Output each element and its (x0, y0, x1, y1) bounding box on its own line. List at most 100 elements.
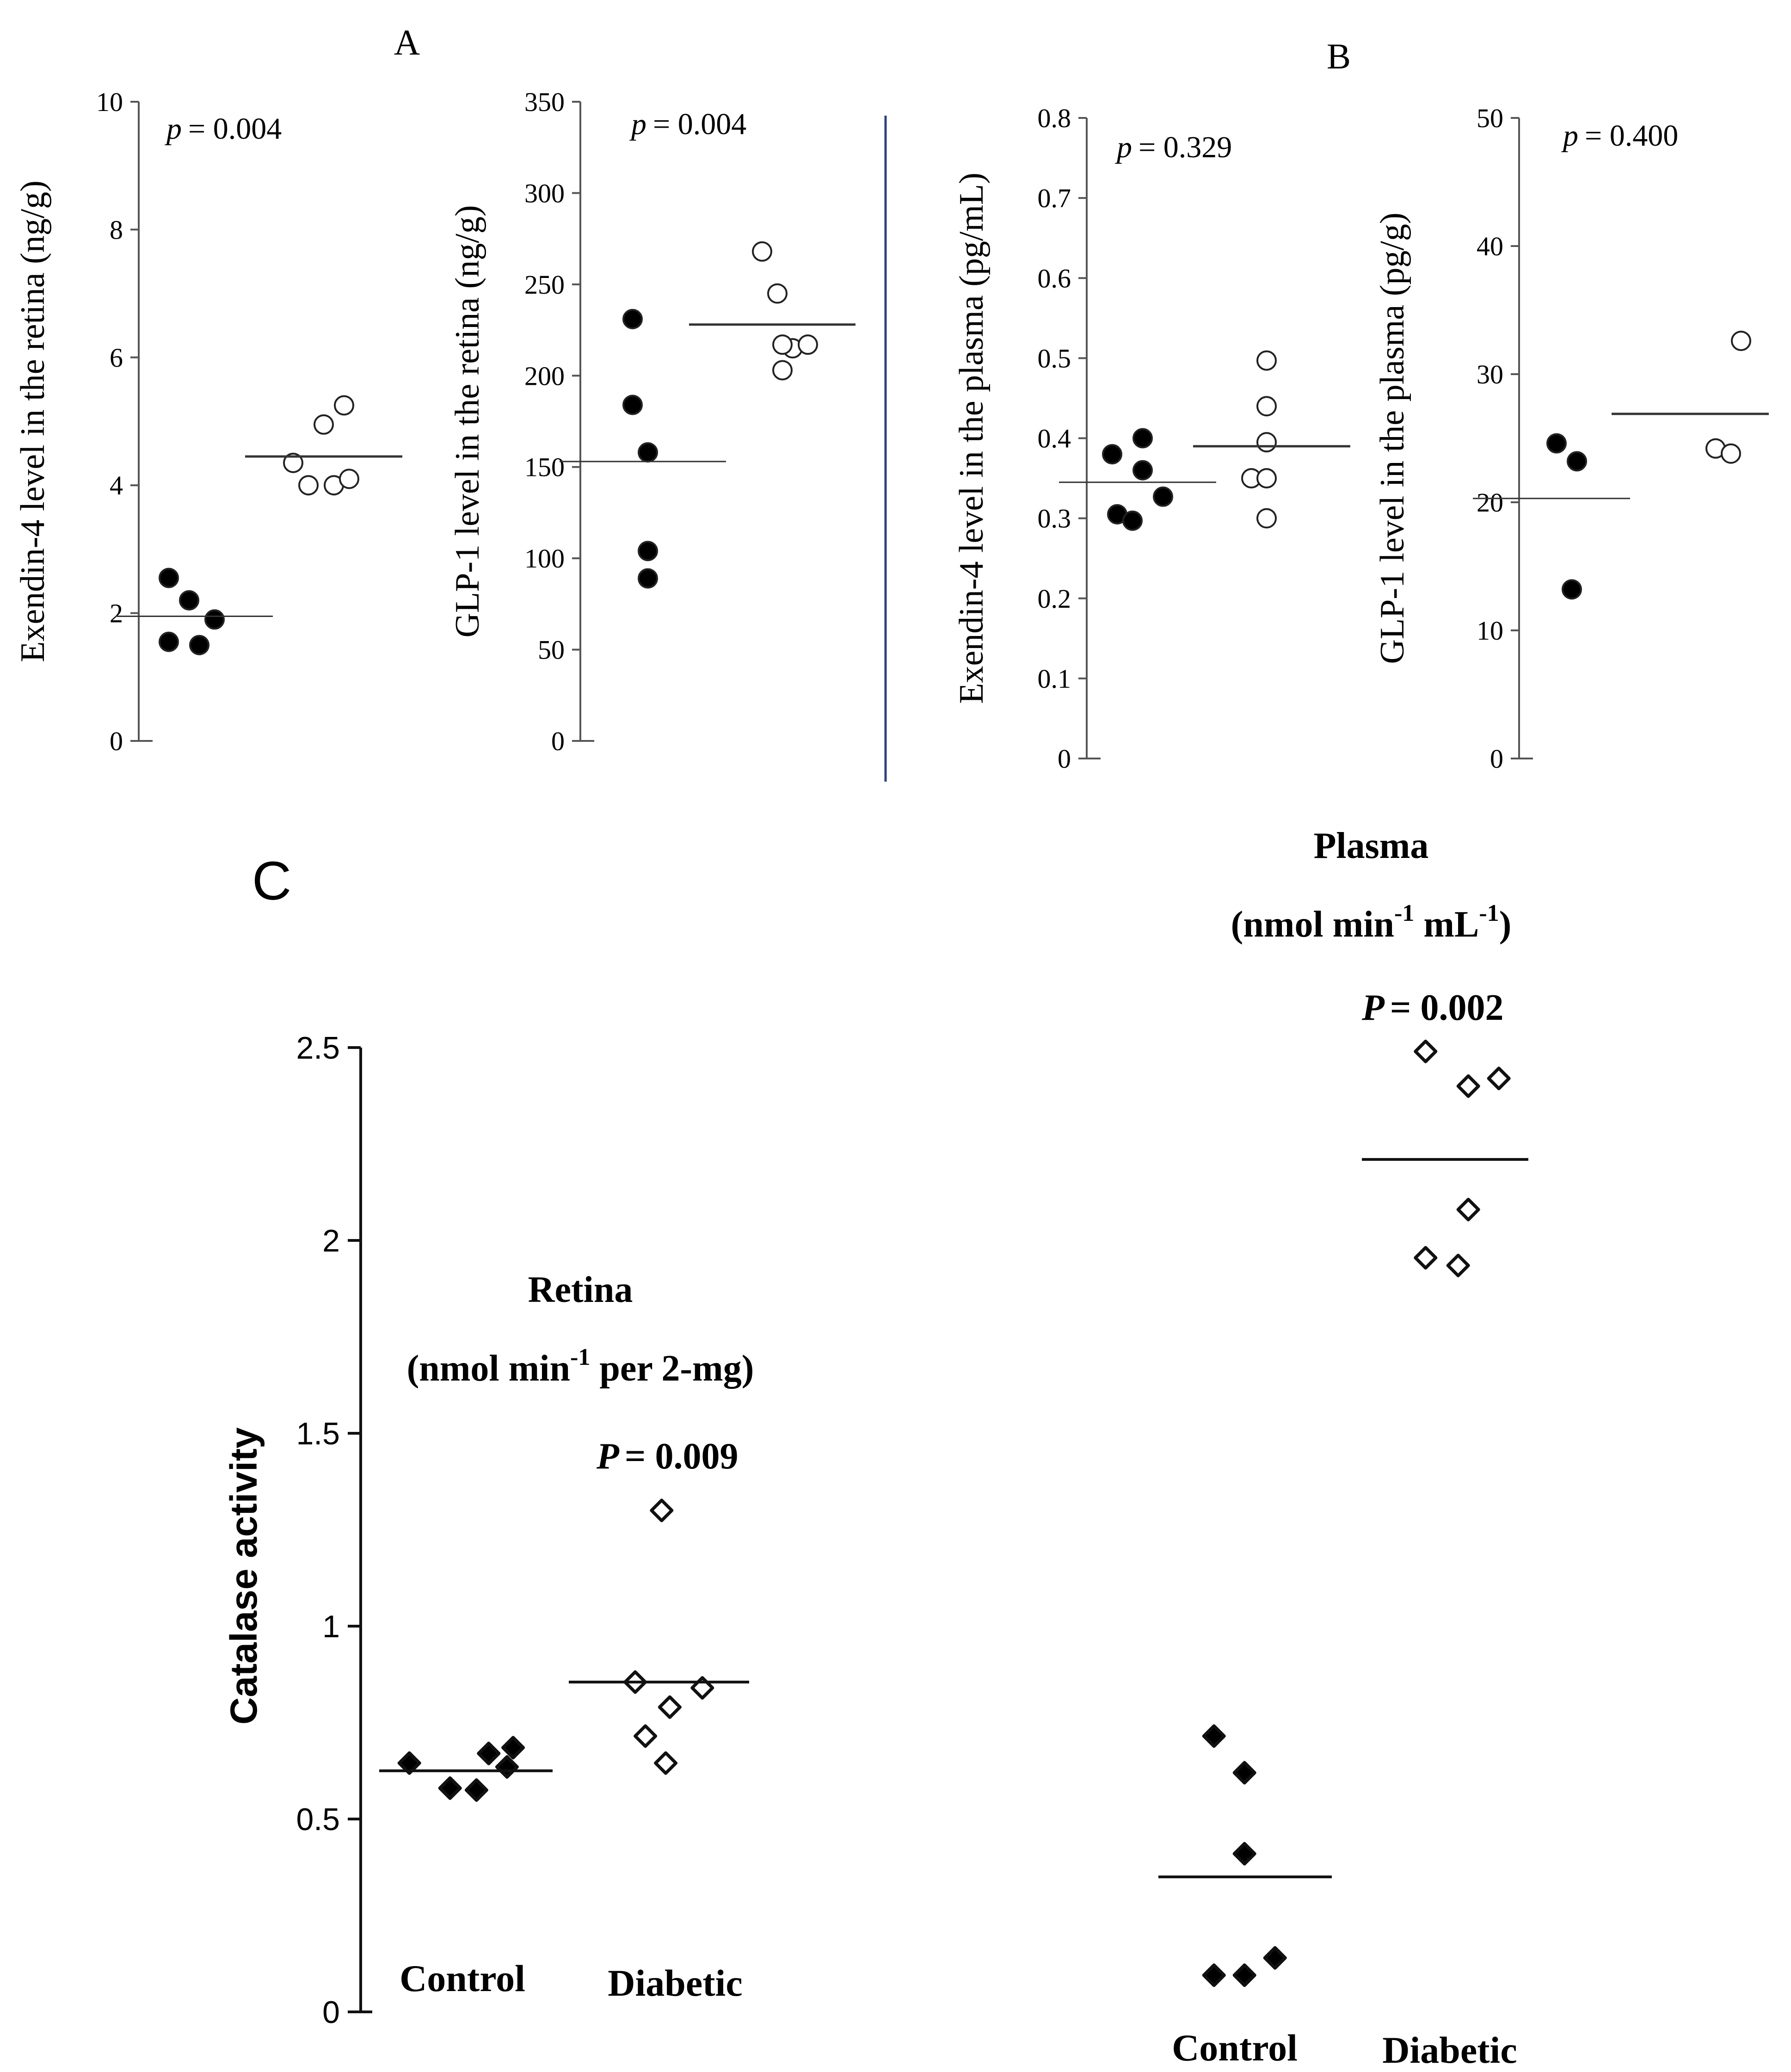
y-tick-label: 0 (1058, 744, 1071, 774)
panel-c-catalase-activity: 0 0.5 1 1.5 2 2.5 Catalase activity Retina (nmol… (223, 826, 1528, 2071)
panel-a-exendin4-retina: 0 2 4 6 8 10 Exendin-4 level in the retina (ng… (14, 87, 402, 756)
y-tick-label: 0.2 (1038, 584, 1071, 614)
data-point-control (1567, 451, 1587, 472)
y-tick-label: 0.5 (1038, 343, 1071, 373)
unit-text: mL (1414, 904, 1479, 945)
data-point-diabetic (767, 283, 788, 304)
data-point-retina-control (438, 1776, 462, 1800)
panel-label-b: B (1327, 36, 1351, 76)
unit-text: (nmol min (1231, 904, 1394, 945)
data-point-diabetic (772, 334, 793, 355)
data-point-retina-diabetic (650, 1498, 674, 1523)
p-value-annotation-plasma: P = 0.002 (1361, 987, 1503, 1028)
data-point-diabetic (798, 334, 818, 355)
p-value: = 0.400 (1585, 119, 1678, 153)
data-point-retina-control (397, 1751, 421, 1775)
y-tick-label: 0 (1490, 744, 1503, 774)
panel-label-c: C (252, 851, 291, 912)
y-tick-label: 0.5 (296, 1802, 340, 1837)
data-point-control (1132, 428, 1153, 449)
data-point-plasma-diabetic (1446, 1253, 1470, 1277)
p-symbol: p (1115, 130, 1132, 164)
category-label-control: Control (400, 1957, 525, 1999)
data-point-diabetic (752, 241, 772, 262)
data-point-diabetic (298, 475, 319, 496)
y-tick-label: 50 (1477, 103, 1503, 133)
p-value-annotation-retina: P = 0.009 (596, 1436, 738, 1477)
data-point-control (1132, 460, 1153, 481)
data-point-diabetic (772, 360, 793, 381)
data-point-diabetic (334, 395, 354, 416)
data-point-control (159, 631, 179, 652)
p-symbol: P (1361, 987, 1385, 1028)
data-point-retina-control (477, 1741, 501, 1765)
data-point-diabetic (1256, 432, 1277, 453)
y-tick-label: 0.4 (1038, 424, 1071, 454)
y-tick-label: 50 (538, 635, 565, 665)
y-tick-label: 6 (110, 343, 123, 373)
y-tick-label: 1 (322, 1609, 340, 1644)
y-tick-label: 350 (524, 87, 565, 117)
y-tick-label: 8 (110, 215, 123, 245)
category-label-diabetic: Diabetic (1382, 2029, 1517, 2071)
data-point-plasma-control (1232, 1761, 1256, 1785)
data-point-control (638, 541, 658, 561)
y-tick-label: 2 (322, 1223, 340, 1258)
data-point-diabetic (1721, 443, 1741, 464)
data-point-diabetic (339, 469, 359, 489)
panel-b-glp1-plasma: 0 10 20 30 40 50 GLP-1 level in the plasma (pg… (1373, 103, 1769, 774)
p-symbol: p (1561, 119, 1578, 153)
y-tick-label: 150 (524, 452, 565, 482)
data-point-diabetic (314, 414, 334, 435)
data-point-control (622, 308, 643, 329)
data-point-plasma-control (1202, 1963, 1226, 1987)
data-point-control (1562, 579, 1582, 600)
y-tick-label: 250 (524, 270, 565, 300)
category-label-control: Control (1172, 2027, 1298, 2069)
data-point-retina-control (501, 1736, 525, 1760)
y-tick-label: 0 (322, 1995, 340, 2030)
unit-superscript: -1 (1479, 900, 1499, 926)
data-point-plasma-diabetic (1414, 1246, 1438, 1270)
unit-text: (nmol min (407, 1348, 570, 1389)
data-point-control (159, 567, 179, 588)
y-axis-label: Exendin-4 level in the plasma (pg/mL) (953, 173, 991, 704)
group-unit-plasma: (nmol min-1 mL-1) (1231, 900, 1512, 945)
data-point-plasma-control (1232, 1963, 1256, 1987)
data-point-plasma-diabetic (1456, 1197, 1480, 1221)
data-point-diabetic (283, 452, 303, 473)
y-axis-label: Exendin-4 level in the retina (ng/g) (14, 180, 52, 662)
group-title-retina: Retina (528, 1270, 633, 1310)
data-point-plasma-diabetic (1456, 1074, 1480, 1098)
data-point-plasma-diabetic (1414, 1039, 1438, 1063)
data-point-retina-diabetic (654, 1751, 678, 1775)
y-tick-label: 0 (110, 726, 123, 756)
panel-b-exendin4-plasma: 0 0.1 0.2 0.3 0.4 0.5 0.6 0.7 0.8 Exendin-4 level… (953, 103, 1350, 774)
y-tick-label: 2 (110, 598, 123, 629)
y-tick-label: 300 (524, 178, 565, 208)
y-tick-label: 0.6 (1038, 263, 1071, 293)
data-point-plasma-control (1263, 1946, 1287, 1970)
data-point-control (179, 590, 199, 610)
data-point-control (1153, 486, 1173, 507)
data-point-diabetic (1731, 330, 1751, 351)
data-point-control (1546, 433, 1567, 454)
p-value: = 0.004 (188, 112, 282, 146)
data-point-control (189, 635, 209, 655)
category-label-diabetic: Diabetic (608, 1962, 742, 2004)
p-symbol: p (165, 112, 182, 146)
p-value: = 0.329 (1139, 130, 1232, 164)
data-point-control (1102, 444, 1122, 465)
p-value-annotation: p = 0.329 (1115, 130, 1232, 164)
y-tick-label: 0 (551, 726, 565, 756)
data-point-control (638, 568, 658, 589)
data-point-diabetic (1256, 468, 1277, 489)
unit-text: per 2-mg) (590, 1348, 754, 1389)
p-value: = 0.009 (625, 1436, 739, 1477)
data-point-retina-diabetic (658, 1695, 682, 1719)
p-value-annotation: p = 0.004 (629, 107, 746, 141)
y-axis-label: Catalase activity (223, 1427, 265, 1725)
data-point-control (622, 395, 643, 415)
y-tick-label: 10 (96, 87, 123, 117)
